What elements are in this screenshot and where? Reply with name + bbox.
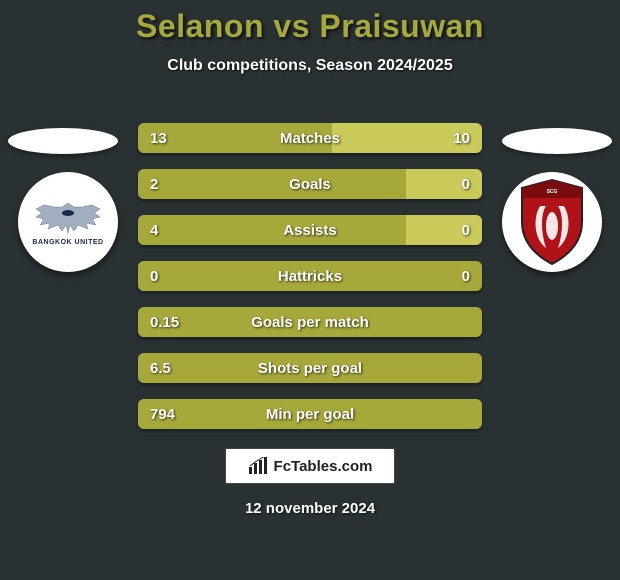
stat-bar: 6.5Shots per goal (138, 353, 482, 383)
stat-label: Assists (138, 215, 482, 245)
stat-label: Min per goal (138, 399, 482, 429)
footer-date: 12 november 2024 (0, 500, 620, 517)
footer-brand: FcTables.com (225, 448, 395, 484)
page-subtitle: Club competitions, Season 2024/2025 (0, 57, 620, 75)
team-badge-left: BANGKOK UNITED (18, 172, 118, 272)
bangkok-united-logo: BANGKOK UNITED (28, 192, 108, 252)
stat-label: Hattricks (138, 261, 482, 291)
footer-brand-text: FcTables.com (274, 458, 373, 475)
muangthong-united-logo: SCG (512, 176, 592, 268)
stat-bar: 794Min per goal (138, 399, 482, 429)
stat-bar: 40Assists (138, 215, 482, 245)
team-badge-left-label: BANGKOK UNITED (32, 239, 103, 246)
stat-label: Matches (138, 123, 482, 153)
stat-label: Shots per goal (138, 353, 482, 383)
stat-label: Goals (138, 169, 482, 199)
stats-bars: 1310Matches 20Goals 40Assists 00Hattricks 0.… (138, 123, 482, 445)
shadow-ellipse-left (8, 128, 118, 154)
svg-text:SCG: SCG (547, 189, 558, 195)
stat-bar: 00Hattricks (138, 261, 482, 291)
page-title: Selanon vs Praisuwan (0, 0, 620, 45)
wings-icon (32, 199, 104, 237)
shield-icon: SCG (512, 176, 592, 268)
stat-label: Goals per match (138, 307, 482, 337)
stat-bar: 20Goals (138, 169, 482, 199)
shadow-ellipse-right (502, 128, 612, 154)
stat-bar: 1310Matches (138, 123, 482, 153)
team-badge-right: SCG (502, 172, 602, 272)
bars-chart-icon (248, 457, 268, 475)
stat-bar: 0.15Goals per match (138, 307, 482, 337)
